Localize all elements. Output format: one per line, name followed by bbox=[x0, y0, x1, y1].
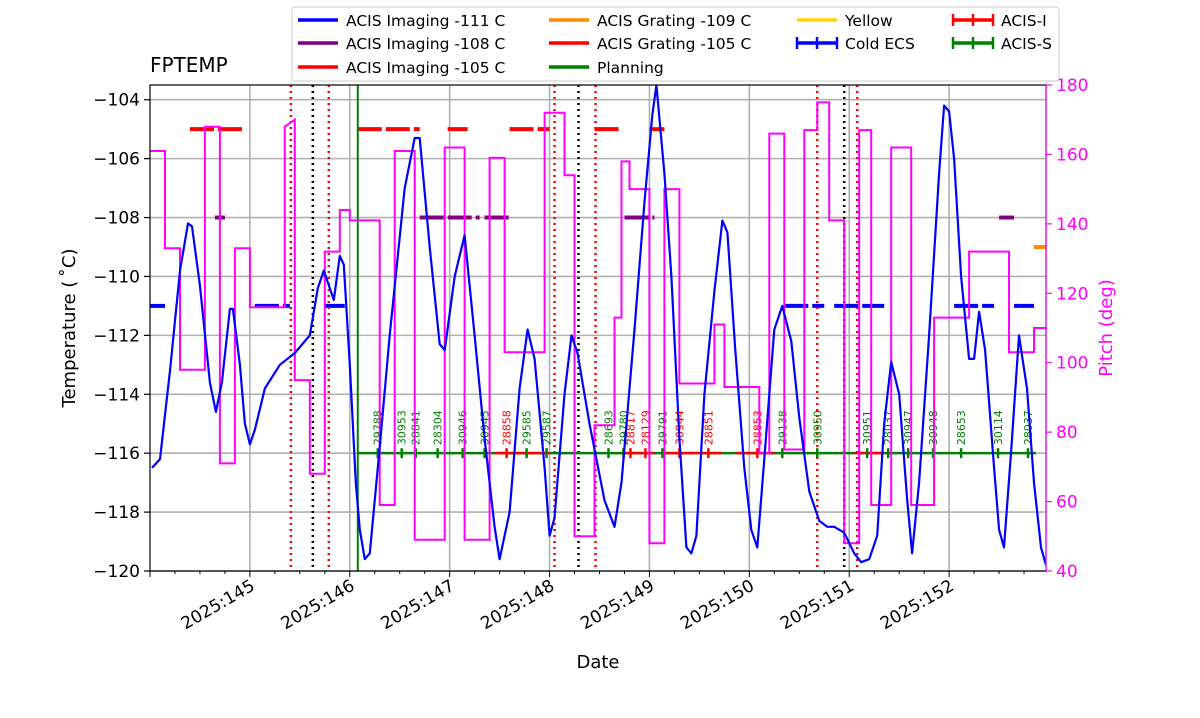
x-tick-label: 2025:147 bbox=[378, 576, 459, 634]
x-tick-label: 2025:152 bbox=[877, 576, 958, 634]
grid-layer bbox=[150, 85, 1046, 572]
x-axis-label: Date bbox=[576, 652, 619, 673]
obsid-label: 28841 bbox=[410, 410, 423, 445]
legend-label: Yellow bbox=[844, 12, 893, 30]
legend-label: ACIS Imaging -111 C bbox=[346, 12, 505, 30]
legend-label: ACIS-S bbox=[1001, 35, 1052, 53]
y-tick-label: −108 bbox=[93, 209, 140, 229]
fptemp-line bbox=[151, 85, 1046, 566]
legend-entry: Planning bbox=[549, 59, 664, 77]
y2-tick-label: 60 bbox=[1056, 493, 1078, 513]
obsid-label: 28693 bbox=[602, 410, 615, 445]
obsid-label: 29585 bbox=[521, 410, 534, 445]
legend-entry: ACIS-S bbox=[951, 35, 1052, 53]
y-tick-label: −110 bbox=[93, 267, 140, 287]
y-tick-label: −116 bbox=[93, 444, 140, 464]
legend-label: Cold ECS bbox=[845, 35, 915, 53]
y2-tick-label: 140 bbox=[1056, 215, 1088, 235]
y2-tick-label: 160 bbox=[1056, 145, 1088, 165]
y2-tick-label: 180 bbox=[1056, 76, 1088, 96]
y-tick-label: −106 bbox=[93, 150, 140, 170]
x-tick-label: 2025:151 bbox=[777, 576, 858, 634]
obsid-label: 28304 bbox=[432, 410, 445, 445]
obsid-label: 28858 bbox=[501, 410, 514, 445]
x-tick-label: 2025:149 bbox=[577, 576, 658, 634]
legend-entry: Cold ECS bbox=[795, 35, 915, 53]
y2-tick-label: 40 bbox=[1056, 562, 1078, 582]
legend-entry: ACIS-I bbox=[951, 12, 1047, 30]
obsid-label: 28653 bbox=[955, 410, 968, 445]
legend-label: ACIS Imaging -108 C bbox=[346, 35, 505, 53]
obsid-label: 30950 bbox=[811, 410, 824, 445]
limit-layer bbox=[150, 127, 1046, 308]
legend-entry: Yellow bbox=[797, 12, 893, 30]
legend-entry: ACIS Grating -109 C bbox=[549, 12, 751, 30]
y2-tick-label: 120 bbox=[1056, 284, 1088, 304]
x-tick-label: 2025:145 bbox=[178, 576, 259, 634]
obsid-label: 29587 bbox=[541, 410, 554, 445]
obsid-label: 30947 bbox=[902, 410, 915, 445]
x-tick-label: 2025:146 bbox=[278, 576, 359, 634]
obsid-label: 30951 bbox=[861, 410, 874, 445]
legend-entry: ACIS Imaging -105 C bbox=[298, 59, 505, 77]
legend-label: ACIS Imaging -105 C bbox=[346, 59, 505, 77]
y-tick-label: −118 bbox=[93, 503, 140, 523]
obsid-label: 28037 bbox=[1022, 410, 1035, 445]
x-tick-label: 2025:150 bbox=[677, 576, 758, 634]
obsid-label: 30946 bbox=[457, 410, 470, 445]
legend-label: ACIS-I bbox=[1001, 12, 1047, 30]
y-axis-label: Temperature ( ˚C) bbox=[59, 249, 80, 409]
legend-label: Planning bbox=[597, 59, 664, 77]
obsid-label: 29791 bbox=[656, 410, 669, 445]
y-tick-label: −112 bbox=[93, 326, 140, 346]
pitch-line bbox=[150, 101, 1046, 545]
temperature-layer bbox=[151, 85, 1046, 566]
legend-entry: ACIS Grating -105 C bbox=[549, 35, 751, 53]
y-tick-label: −104 bbox=[93, 91, 140, 111]
y-tick-label: −120 bbox=[93, 562, 140, 582]
y-tick-label: −114 bbox=[93, 385, 140, 405]
chart-title: FPTEMP bbox=[150, 53, 228, 77]
legend-box bbox=[291, 6, 1060, 82]
legend-label: ACIS Grating -109 C bbox=[597, 12, 751, 30]
legend-entry: ACIS Imaging -108 C bbox=[298, 35, 505, 53]
obsid-label: 28851 bbox=[702, 410, 715, 445]
legend: ACIS Imaging -111 C ACIS Imaging -108 C AC… bbox=[291, 6, 1060, 82]
obsid-label: 28129 bbox=[639, 410, 652, 445]
obsid-label: 30953 bbox=[396, 410, 409, 445]
y2-axis-label: Pitch (deg) bbox=[1096, 279, 1117, 377]
y2-tick-label: 100 bbox=[1056, 354, 1088, 374]
y2-tick-label: 80 bbox=[1056, 423, 1078, 443]
obsid-label: 30114 bbox=[992, 410, 1005, 445]
legend-label: ACIS Grating -105 C bbox=[597, 35, 751, 53]
x-tick-label: 2025:148 bbox=[478, 576, 559, 634]
obsid-label: 28853 bbox=[751, 410, 764, 445]
obsid-label: 29138 bbox=[776, 410, 789, 445]
pitch-layer bbox=[150, 101, 1046, 545]
vertical-lines-layer bbox=[289, 85, 859, 571]
legend-entry: ACIS Imaging -111 C bbox=[298, 12, 505, 30]
